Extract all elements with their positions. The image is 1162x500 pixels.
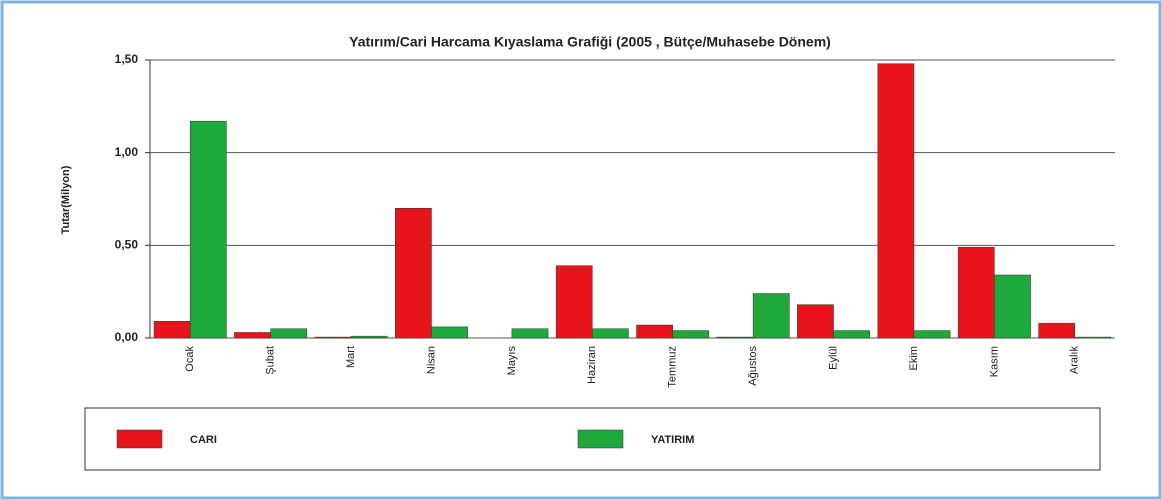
bar — [350, 335, 388, 339]
bar — [1074, 336, 1112, 339]
bar — [636, 324, 673, 339]
x-tick-label: Aralık — [1069, 346, 1081, 375]
bar — [395, 208, 432, 339]
y-tick-label: 1,00 — [115, 145, 139, 159]
bar — [189, 120, 227, 339]
legend-label: YATIRIM — [651, 434, 694, 446]
x-tick-label: Ağustos — [747, 346, 759, 386]
x-tick-label: Ocak — [184, 346, 196, 372]
x-tick-label: Ekim — [908, 346, 920, 370]
y-axis-label: Tutar(Milyon) — [60, 165, 72, 234]
bar — [672, 330, 710, 339]
bar — [270, 328, 308, 339]
y-tick-label: 0,00 — [115, 330, 139, 344]
bar — [833, 330, 870, 339]
bar — [877, 63, 915, 339]
x-tick-label: Şubat — [265, 346, 277, 375]
bar — [511, 328, 549, 339]
bar — [797, 304, 834, 339]
bar — [957, 246, 995, 339]
x-tick-label: Nisan — [425, 346, 437, 374]
x-tick-label: Mart — [345, 346, 357, 368]
bar — [153, 321, 191, 339]
bar — [994, 274, 1031, 339]
legend-box — [84, 407, 1101, 471]
bar — [752, 293, 790, 339]
x-tick-label: Kasım — [988, 346, 1000, 377]
bar — [716, 336, 754, 339]
legend-swatch — [577, 429, 624, 449]
x-tick-label: Mayıs — [506, 346, 518, 376]
y-tick-label: 0,50 — [115, 238, 139, 252]
bar — [431, 326, 468, 339]
bar — [592, 328, 629, 339]
y-tick-label: 1,50 — [115, 52, 139, 66]
x-tick-label: Temmuz — [667, 346, 679, 388]
bar — [314, 336, 352, 339]
legend-label: CARI — [190, 434, 217, 446]
bar — [555, 265, 593, 339]
chart-title: Yatırım/Cari Harcama Kıyaslama Grafiği (… — [349, 34, 831, 50]
legend-swatch — [116, 429, 163, 449]
bar — [1038, 322, 1076, 339]
x-tick-label: Eylül — [827, 346, 839, 370]
x-tick-label: Haziran — [586, 346, 598, 384]
bar — [234, 332, 271, 339]
bar — [913, 330, 951, 339]
